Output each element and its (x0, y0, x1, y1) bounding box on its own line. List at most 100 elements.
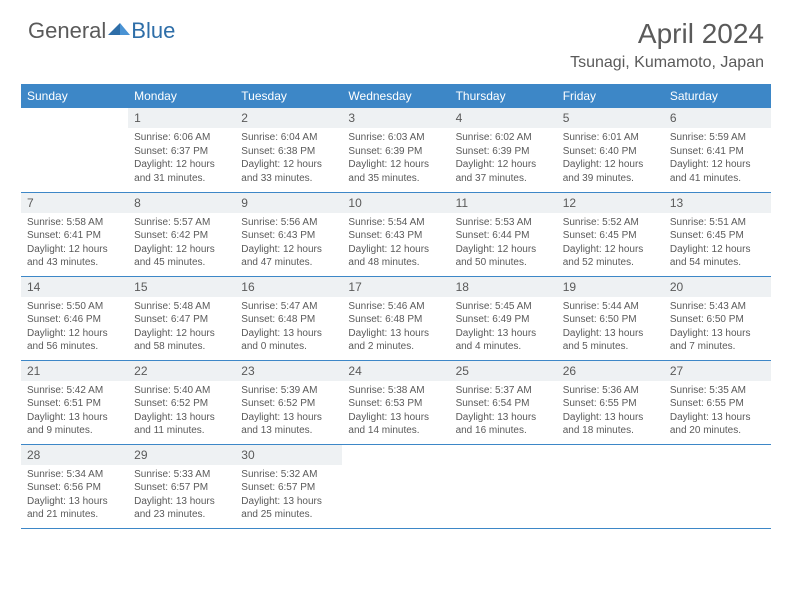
calendar-cell: 12Sunrise: 5:52 AMSunset: 6:45 PMDayligh… (557, 192, 664, 276)
day-number: 11 (450, 193, 557, 213)
calendar-cell: 19Sunrise: 5:44 AMSunset: 6:50 PMDayligh… (557, 276, 664, 360)
calendar-cell: 2Sunrise: 6:04 AMSunset: 6:38 PMDaylight… (235, 108, 342, 192)
day-line: and 39 minutes. (563, 172, 658, 186)
day-line: Sunset: 6:51 PM (27, 397, 122, 411)
day-line: Sunset: 6:41 PM (670, 145, 765, 159)
day-header-row: Sunday Monday Tuesday Wednesday Thursday… (21, 84, 771, 108)
day-number: 20 (664, 277, 771, 297)
day-line: Daylight: 13 hours (27, 411, 122, 425)
calendar-cell: 27Sunrise: 5:35 AMSunset: 6:55 PMDayligh… (664, 360, 771, 444)
day-details: Sunrise: 5:56 AMSunset: 6:43 PMDaylight:… (235, 213, 342, 275)
day-line: Daylight: 13 hours (563, 411, 658, 425)
day-line: Daylight: 13 hours (134, 495, 229, 509)
day-details: Sunrise: 5:37 AMSunset: 6:54 PMDaylight:… (450, 381, 557, 443)
day-line: Sunset: 6:57 PM (241, 481, 336, 495)
day-details: Sunrise: 5:34 AMSunset: 6:56 PMDaylight:… (21, 465, 128, 527)
day-line: Sunrise: 5:45 AM (456, 300, 551, 314)
day-header: Saturday (664, 84, 771, 108)
calendar-row: 14Sunrise: 5:50 AMSunset: 6:46 PMDayligh… (21, 276, 771, 360)
calendar-cell: 10Sunrise: 5:54 AMSunset: 6:43 PMDayligh… (342, 192, 449, 276)
day-line: Sunrise: 5:32 AM (241, 468, 336, 482)
calendar-cell: 1Sunrise: 6:06 AMSunset: 6:37 PMDaylight… (128, 108, 235, 192)
title-block: April 2024 Tsunagi, Kumamoto, Japan (570, 18, 764, 72)
day-header: Sunday (21, 84, 128, 108)
day-line: Sunset: 6:40 PM (563, 145, 658, 159)
day-number: 8 (128, 193, 235, 213)
day-line: and 0 minutes. (241, 340, 336, 354)
calendar-cell: 15Sunrise: 5:48 AMSunset: 6:47 PMDayligh… (128, 276, 235, 360)
day-details: Sunrise: 5:52 AMSunset: 6:45 PMDaylight:… (557, 213, 664, 275)
day-line: and 9 minutes. (27, 424, 122, 438)
day-line: Sunrise: 6:06 AM (134, 131, 229, 145)
day-line: Sunrise: 5:38 AM (348, 384, 443, 398)
day-line: Sunrise: 6:04 AM (241, 131, 336, 145)
day-line: and 23 minutes. (134, 508, 229, 522)
day-number: 21 (21, 361, 128, 381)
day-number: 14 (21, 277, 128, 297)
day-line: Sunrise: 6:01 AM (563, 131, 658, 145)
day-line: Sunrise: 5:48 AM (134, 300, 229, 314)
calendar-cell: 23Sunrise: 5:39 AMSunset: 6:52 PMDayligh… (235, 360, 342, 444)
day-number: 26 (557, 361, 664, 381)
calendar-cell: 13Sunrise: 5:51 AMSunset: 6:45 PMDayligh… (664, 192, 771, 276)
day-number: 27 (664, 361, 771, 381)
day-details: Sunrise: 5:44 AMSunset: 6:50 PMDaylight:… (557, 297, 664, 359)
calendar-cell: 28Sunrise: 5:34 AMSunset: 6:56 PMDayligh… (21, 444, 128, 528)
day-line: Sunset: 6:45 PM (563, 229, 658, 243)
day-details: Sunrise: 5:38 AMSunset: 6:53 PMDaylight:… (342, 381, 449, 443)
day-line: Daylight: 13 hours (456, 411, 551, 425)
calendar-row: 28Sunrise: 5:34 AMSunset: 6:56 PMDayligh… (21, 444, 771, 528)
day-line: Daylight: 12 hours (348, 243, 443, 257)
day-line: Daylight: 13 hours (670, 411, 765, 425)
day-line: Sunset: 6:53 PM (348, 397, 443, 411)
day-line: Sunrise: 5:40 AM (134, 384, 229, 398)
day-line: Sunset: 6:43 PM (348, 229, 443, 243)
day-line: Sunrise: 5:34 AM (27, 468, 122, 482)
day-line: and 7 minutes. (670, 340, 765, 354)
day-line: and 21 minutes. (27, 508, 122, 522)
calendar-row: 1Sunrise: 6:06 AMSunset: 6:37 PMDaylight… (21, 108, 771, 192)
day-line: and 47 minutes. (241, 256, 336, 270)
day-number: 18 (450, 277, 557, 297)
day-details: Sunrise: 5:42 AMSunset: 6:51 PMDaylight:… (21, 381, 128, 443)
day-number: 17 (342, 277, 449, 297)
day-line: Sunset: 6:52 PM (134, 397, 229, 411)
day-number: 23 (235, 361, 342, 381)
day-number: 16 (235, 277, 342, 297)
day-number: 7 (21, 193, 128, 213)
day-line: Sunset: 6:39 PM (348, 145, 443, 159)
day-line: Daylight: 12 hours (241, 243, 336, 257)
day-line: Daylight: 13 hours (563, 327, 658, 341)
calendar-cell: 6Sunrise: 5:59 AMSunset: 6:41 PMDaylight… (664, 108, 771, 192)
day-line: and 54 minutes. (670, 256, 765, 270)
day-line: Sunrise: 5:43 AM (670, 300, 765, 314)
day-line: and 4 minutes. (456, 340, 551, 354)
day-number: 15 (128, 277, 235, 297)
day-line: and 13 minutes. (241, 424, 336, 438)
day-number: 30 (235, 445, 342, 465)
day-number: 12 (557, 193, 664, 213)
day-line: Sunset: 6:43 PM (241, 229, 336, 243)
day-line: Daylight: 12 hours (563, 243, 658, 257)
calendar-row: 7Sunrise: 5:58 AMSunset: 6:41 PMDaylight… (21, 192, 771, 276)
day-details: Sunrise: 5:54 AMSunset: 6:43 PMDaylight:… (342, 213, 449, 275)
day-line: Sunrise: 5:54 AM (348, 216, 443, 230)
day-line: Sunset: 6:50 PM (670, 313, 765, 327)
day-number: 3 (342, 108, 449, 128)
day-line: Sunset: 6:56 PM (27, 481, 122, 495)
calendar-cell: 30Sunrise: 5:32 AMSunset: 6:57 PMDayligh… (235, 444, 342, 528)
day-line: Sunset: 6:55 PM (670, 397, 765, 411)
day-line: and 52 minutes. (563, 256, 658, 270)
day-line: Daylight: 12 hours (456, 158, 551, 172)
calendar-cell: 3Sunrise: 6:03 AMSunset: 6:39 PMDaylight… (342, 108, 449, 192)
day-number: 25 (450, 361, 557, 381)
day-number: 13 (664, 193, 771, 213)
day-line: Sunrise: 5:36 AM (563, 384, 658, 398)
calendar-cell (21, 108, 128, 192)
day-details: Sunrise: 6:04 AMSunset: 6:38 PMDaylight:… (235, 128, 342, 190)
day-details: Sunrise: 5:32 AMSunset: 6:57 PMDaylight:… (235, 465, 342, 527)
day-line: Sunrise: 5:33 AM (134, 468, 229, 482)
day-line: and 41 minutes. (670, 172, 765, 186)
day-line: Daylight: 12 hours (670, 243, 765, 257)
day-line: Sunset: 6:50 PM (563, 313, 658, 327)
